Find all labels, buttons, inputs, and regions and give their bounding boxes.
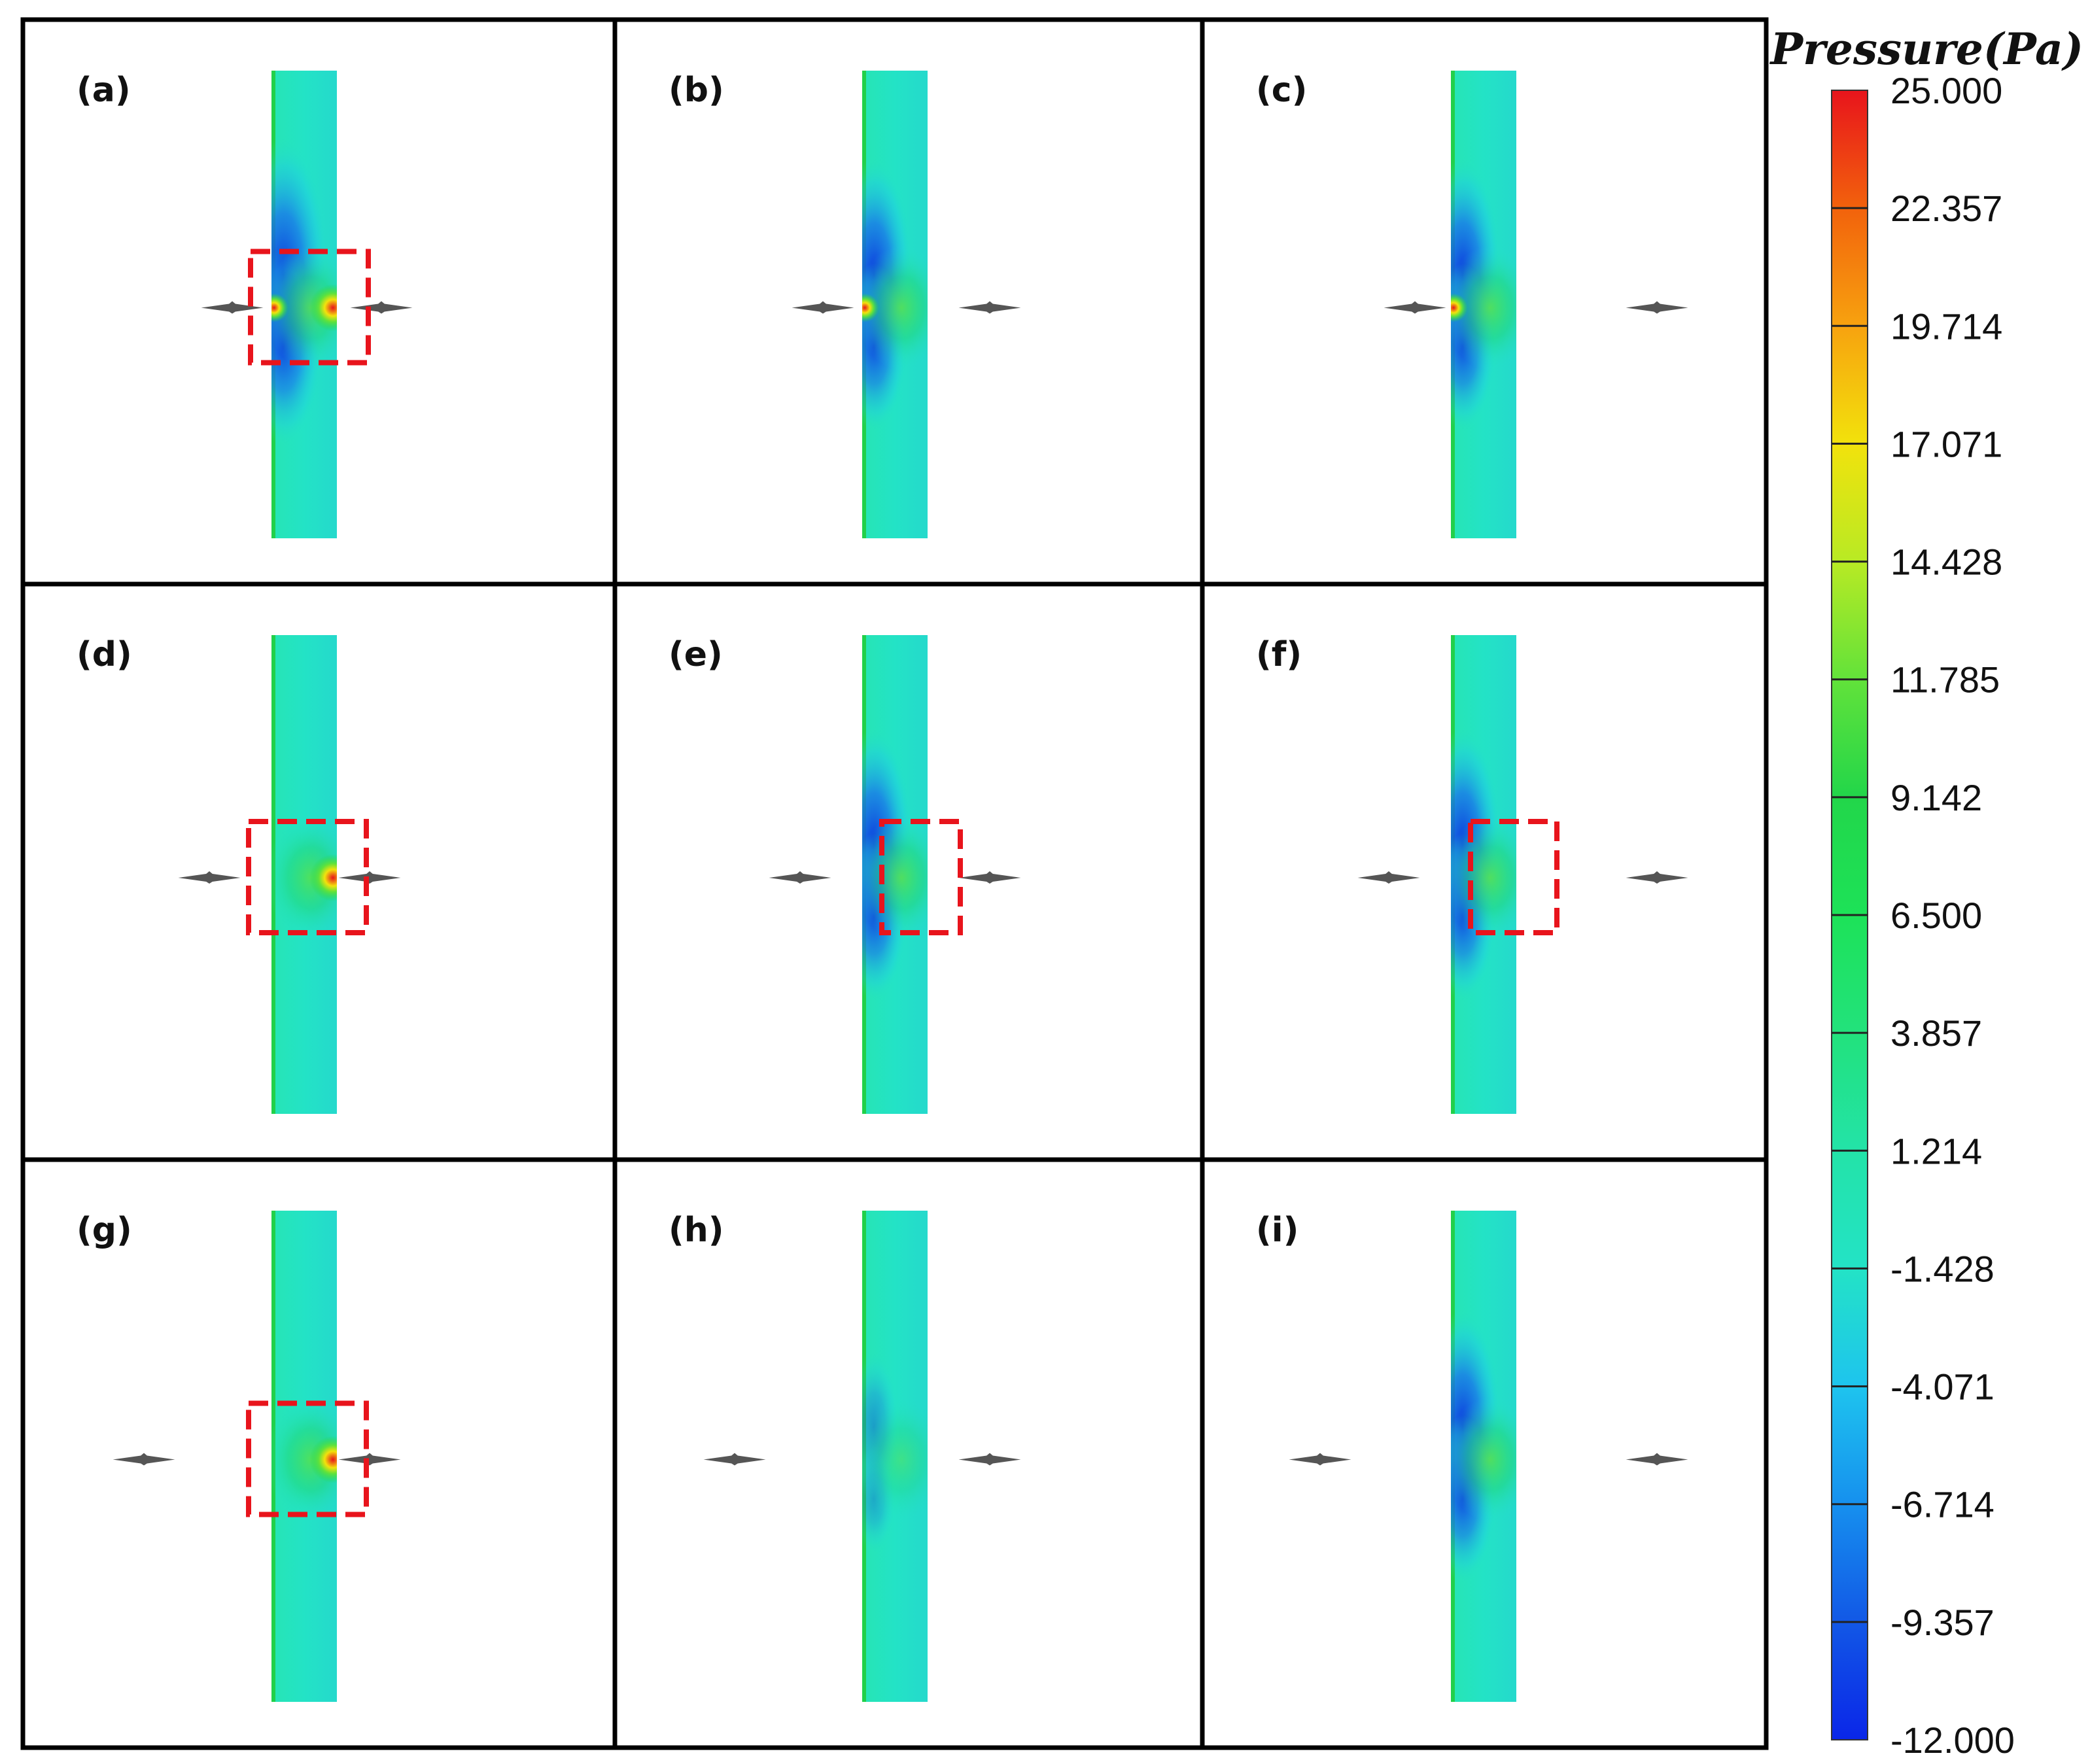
panel-f: (f)	[1256, 635, 1688, 1114]
panel-c: (c)	[1256, 71, 1688, 538]
probe-marker	[201, 301, 264, 314]
flow-channel	[1451, 71, 1516, 538]
flow-channel	[271, 635, 337, 1114]
flow-channel	[271, 71, 337, 538]
probe-marker	[1626, 871, 1688, 884]
probe-marker	[958, 301, 1021, 314]
legend-tick-label: 17.071	[1890, 423, 2002, 464]
legend-title: Pressure(Pa)	[1769, 24, 2083, 75]
highlight-box	[1468, 819, 1559, 935]
panel-label: (f)	[1256, 635, 1302, 674]
flow-channel	[1451, 1211, 1516, 1702]
legend-tick-label: -1.428	[1890, 1248, 1994, 1289]
probe-marker	[1384, 301, 1446, 314]
highlight-box	[879, 819, 963, 935]
probe-marker	[769, 871, 831, 884]
panel-label: (i)	[1256, 1211, 1298, 1250]
panel-label: (h)	[669, 1211, 724, 1250]
probe-marker	[1289, 1453, 1351, 1466]
highlight-box	[246, 1400, 369, 1517]
flow-channel	[862, 1211, 928, 1702]
probe-marker	[703, 1453, 766, 1466]
highlight-box	[248, 249, 371, 366]
probe-marker	[1626, 301, 1688, 314]
panel-label: (c)	[1256, 71, 1307, 110]
probe-marker	[338, 1453, 401, 1466]
pressure-legend: Pressure(Pa) 25.000 22.357 19.714 17.071 14.…	[1769, 24, 2083, 1761]
panel-d: (d)	[77, 635, 401, 1114]
probe-marker	[1626, 1453, 1688, 1466]
probe-marker	[1357, 871, 1420, 884]
legend-ticks: 25.000 22.357 19.714 17.071 14.428 11.785 9.14…	[1890, 70, 2015, 1761]
probe-marker	[958, 1453, 1021, 1466]
panel-grid	[20, 17, 1769, 1750]
panel-e: (e)	[669, 635, 1021, 1114]
panels-layer: (a) (b) (c) (d) (e) (f) (g) (h) (i)	[77, 71, 1688, 1702]
panel-i: (i)	[1256, 1211, 1688, 1702]
legend-tick-label: 6.500	[1890, 895, 1982, 936]
legend-color-bar	[1831, 90, 1868, 1740]
legend-tick-label: -12.000	[1890, 1720, 2015, 1761]
panel-label: (d)	[77, 635, 132, 674]
probe-marker	[178, 871, 241, 884]
legend-tick-label: -6.714	[1890, 1484, 1994, 1525]
legend-tick-label: 9.142	[1890, 777, 1982, 818]
legend-tick-label: 22.357	[1890, 188, 2002, 229]
panel-h: (h)	[669, 1211, 1021, 1702]
legend-tick-label: -9.357	[1890, 1602, 1994, 1643]
legend-tick-label: 25.000	[1890, 70, 2002, 111]
legend-tick-label: 1.214	[1890, 1130, 1982, 1171]
probe-marker	[958, 871, 1021, 884]
flow-channel	[271, 1211, 337, 1702]
legend-tick-label: 11.785	[1890, 659, 2000, 700]
probe-marker	[338, 871, 401, 884]
legend-tick-label: -4.071	[1890, 1366, 1994, 1408]
flow-channel	[862, 635, 928, 1114]
legend-tick-label: 19.714	[1890, 305, 2002, 347]
highlight-box	[246, 819, 369, 935]
panel-label: (g)	[77, 1211, 132, 1250]
panel-a: (a)	[77, 71, 413, 538]
legend-tick-label: 14.428	[1890, 542, 2002, 583]
panel-label: (e)	[669, 635, 723, 674]
panel-label: (a)	[77, 71, 131, 110]
probe-marker	[792, 301, 854, 314]
probe-marker	[350, 301, 413, 314]
panel-label: (b)	[669, 71, 724, 110]
flow-channel	[862, 71, 928, 538]
panel-g: (g)	[77, 1211, 401, 1702]
flow-channel	[1451, 635, 1516, 1114]
legend-tick-label: 3.857	[1890, 1012, 1982, 1054]
panel-b: (b)	[669, 71, 1021, 538]
probe-marker	[113, 1453, 175, 1466]
